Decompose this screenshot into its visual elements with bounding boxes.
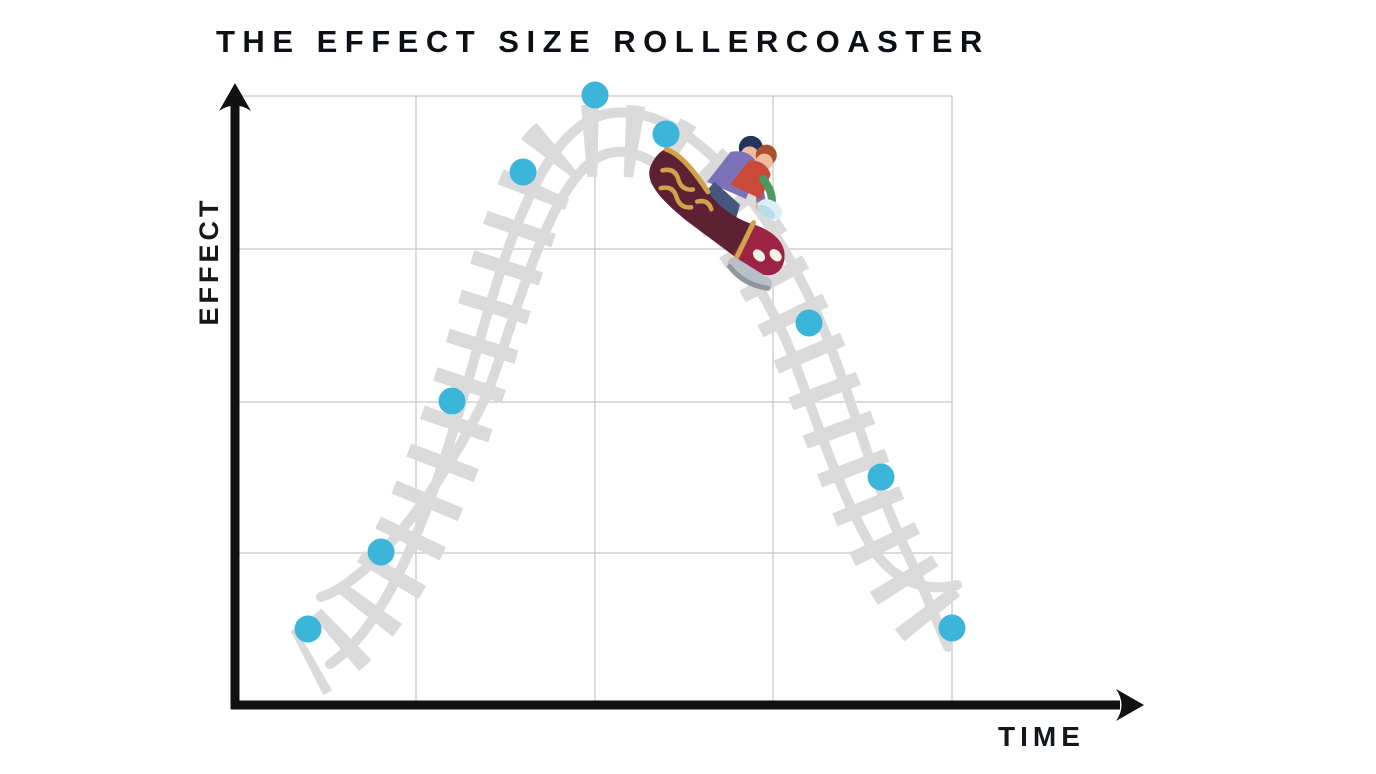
- data-point: [867, 463, 895, 491]
- data-point: [294, 615, 322, 643]
- car-headlight-right: [769, 249, 782, 262]
- track-outer-rail: [325, 107, 953, 669]
- data-point: [367, 538, 395, 566]
- data-point: [581, 81, 609, 109]
- axes: [219, 83, 1144, 721]
- x-axis-label: TIME: [998, 721, 1085, 752]
- rider-front: [730, 144, 783, 220]
- data-point: [652, 120, 680, 148]
- y-axis-arrowhead: [219, 83, 251, 111]
- car-gold-top-trim: [663, 146, 711, 195]
- car-gold-swirls: [658, 167, 714, 212]
- data-point: [795, 309, 823, 337]
- coaster-car-illustration: [649, 135, 785, 291]
- car-bumper: [727, 257, 772, 291]
- scatter-points: [294, 81, 966, 643]
- car-gold-divider: [734, 220, 757, 260]
- x-axis-arrowhead: [1116, 689, 1144, 721]
- data-point: [438, 387, 466, 415]
- y-axis-label: EFFECT: [194, 196, 224, 326]
- data-point: [509, 158, 537, 186]
- rollercoaster-track-illustration: [289, 104, 977, 696]
- data-point: [938, 614, 966, 642]
- car-headlight-left: [752, 249, 766, 262]
- chart-title: THE EFFECT SIZE ROLLERCOASTER: [216, 24, 990, 59]
- car-bumper-shadow: [727, 264, 771, 291]
